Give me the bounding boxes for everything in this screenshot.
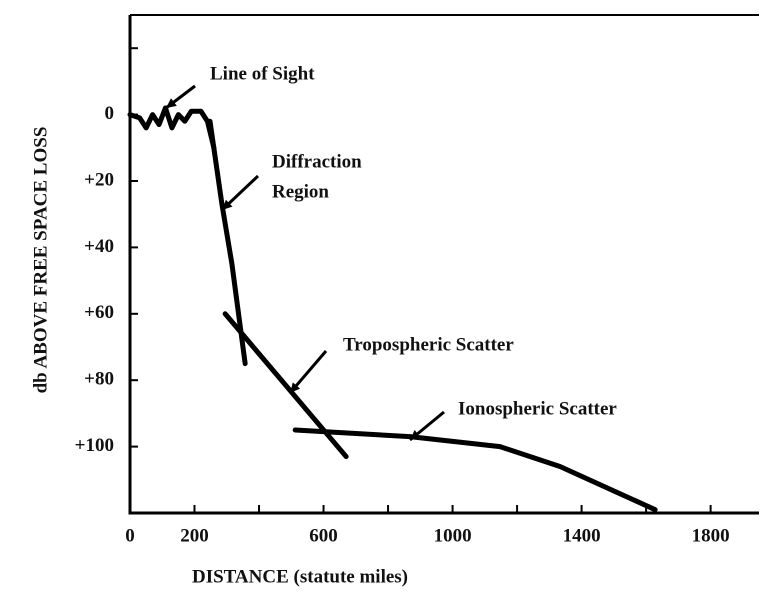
y-tick-label: +60 [84,302,114,323]
annotation: Line of Sight [210,63,315,84]
y-tick-label: +80 [84,369,114,390]
annotation: Tropospheric Scatter [343,334,514,355]
x-tick-label: 1800 [692,525,730,546]
arrow-head [410,430,421,440]
x-tick-label: 200 [180,525,209,546]
line-series [127,105,217,151]
arrow-head [290,382,301,393]
annotation: Diffraction [272,151,362,172]
y-tick-label: +40 [84,236,114,257]
annotation: Region [272,181,329,202]
arrow-head [166,98,177,108]
x-tick-label: 1000 [434,525,472,546]
annotation: Ionospheric Scatter [458,398,617,419]
arrow-head [222,199,233,210]
line-series [207,118,248,367]
y-tick-label: +20 [84,169,114,190]
line-series [222,311,349,460]
x-tick-label: 1400 [563,525,601,546]
x-tick-label: 600 [309,525,338,546]
y-tick-label: 0 [105,103,115,124]
y-axis-label: db ABOVE FREE SPACE LOSS [30,127,51,394]
x-tick-label: 0 [125,525,135,546]
x-axis-label: DISTANCE (statute miles) [192,566,408,587]
y-tick-label: +100 [75,435,114,456]
line-series [292,427,658,513]
